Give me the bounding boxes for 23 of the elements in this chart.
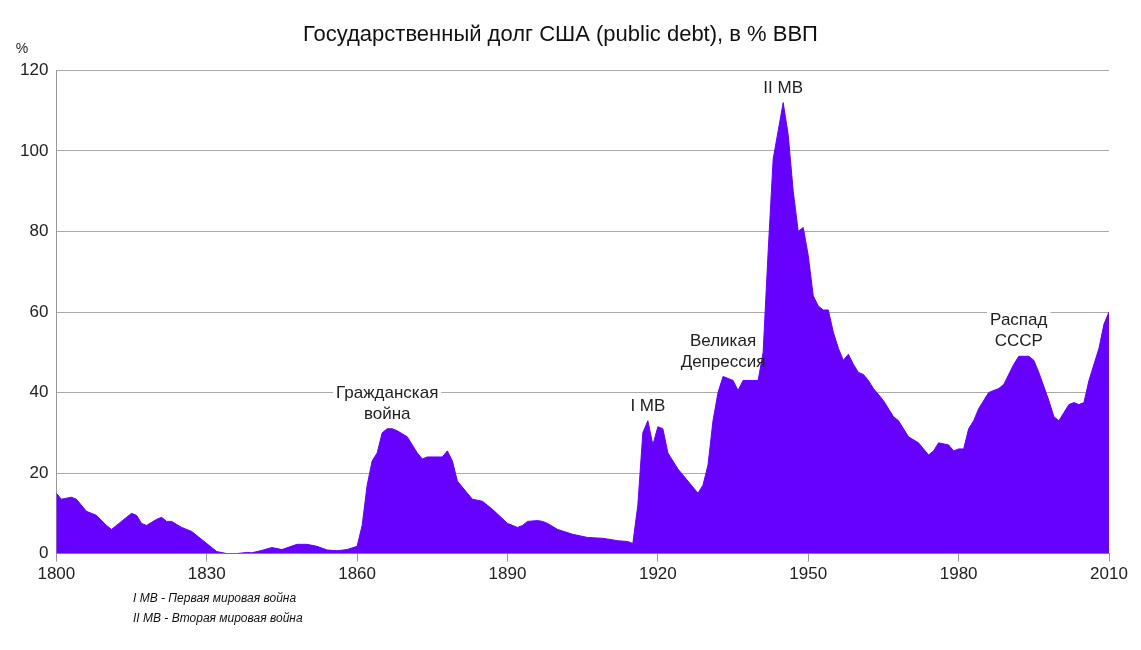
x-tick-label: 1800 xyxy=(37,564,76,584)
chart-title: Государственный долг США (public debt), в % ВВП xyxy=(303,21,818,47)
x-tick-label: 1890 xyxy=(488,564,527,584)
annotation: Гражданская война xyxy=(336,382,439,423)
annotation: I МВ xyxy=(630,395,666,415)
x-tick-label: 1950 xyxy=(789,564,828,584)
y-tick-label: 0 xyxy=(38,543,49,563)
y-tick-label: 100 xyxy=(19,140,49,160)
y-tick-label: 120 xyxy=(19,60,49,80)
text: II МВ - Вторая мировая война xyxy=(133,610,304,627)
y-tick-label: 60 xyxy=(29,301,49,321)
text: I МВ - Первая мировая война xyxy=(133,590,298,607)
y-tick-label: 80 xyxy=(29,221,49,241)
y-axis-title: % xyxy=(15,40,29,57)
y-tick-label: 40 xyxy=(29,382,49,402)
x-tick-label: 1860 xyxy=(338,564,377,584)
annotation: Распад СССР xyxy=(990,310,1048,351)
x-tick-label: 1920 xyxy=(638,564,677,584)
x-tick-label: 1980 xyxy=(939,564,978,584)
y-tick-label: 20 xyxy=(29,462,49,482)
x-tick-label: 1830 xyxy=(187,564,226,584)
x-tick-label: 2010 xyxy=(1090,564,1128,584)
annotation: II МВ xyxy=(763,77,804,97)
